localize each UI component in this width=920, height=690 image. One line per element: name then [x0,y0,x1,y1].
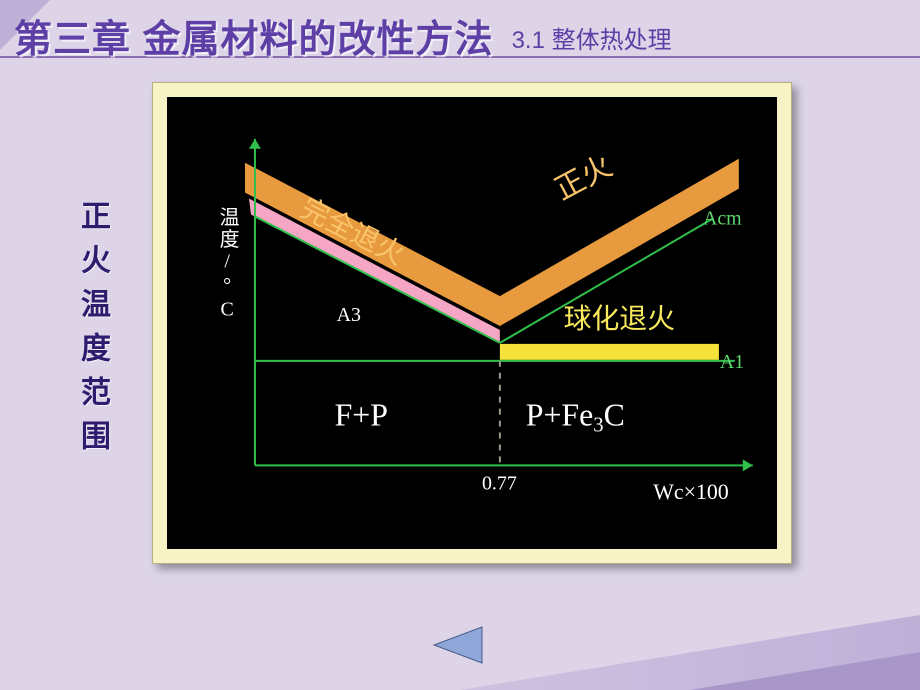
figure-caption-vertical: 正火温度范围 [70,200,114,464]
svg-text:正火: 正火 [549,150,617,207]
svg-text:Acm: Acm [703,207,742,229]
diagram-frame: 温度/°CWc×1000.77A1A3Acm正火完全退火球化退火F+PP+Fe3… [152,82,792,564]
svg-text:P+Fe3C: P+Fe3C [526,398,625,437]
svg-text:A1: A1 [720,351,744,373]
triangle-left-icon [430,623,486,667]
diagram-svg: 温度/°CWc×1000.77A1A3Acm正火完全退火球化退火F+PP+Fe3… [167,97,777,549]
svg-text:F+P: F+P [335,398,388,433]
svg-text:A3: A3 [337,304,361,326]
svg-text:Wc×100: Wc×100 [653,479,729,504]
title-bar: 第三章 金属材料的改性方法 3.1 整体热处理 [0,0,920,58]
svg-text:球化退火: 球化退火 [564,303,675,335]
prev-slide-button[interactable] [430,623,486,672]
chapter-title: 第三章 金属材料的改性方法 [14,8,494,63]
svg-text:温度/°C: 温度/°C [216,206,239,322]
section-number: 3.1 整体热处理 [512,20,672,55]
phase-diagram: 温度/°CWc×1000.77A1A3Acm正火完全退火球化退火F+PP+Fe3… [167,97,777,549]
svg-text:0.77: 0.77 [482,472,517,494]
